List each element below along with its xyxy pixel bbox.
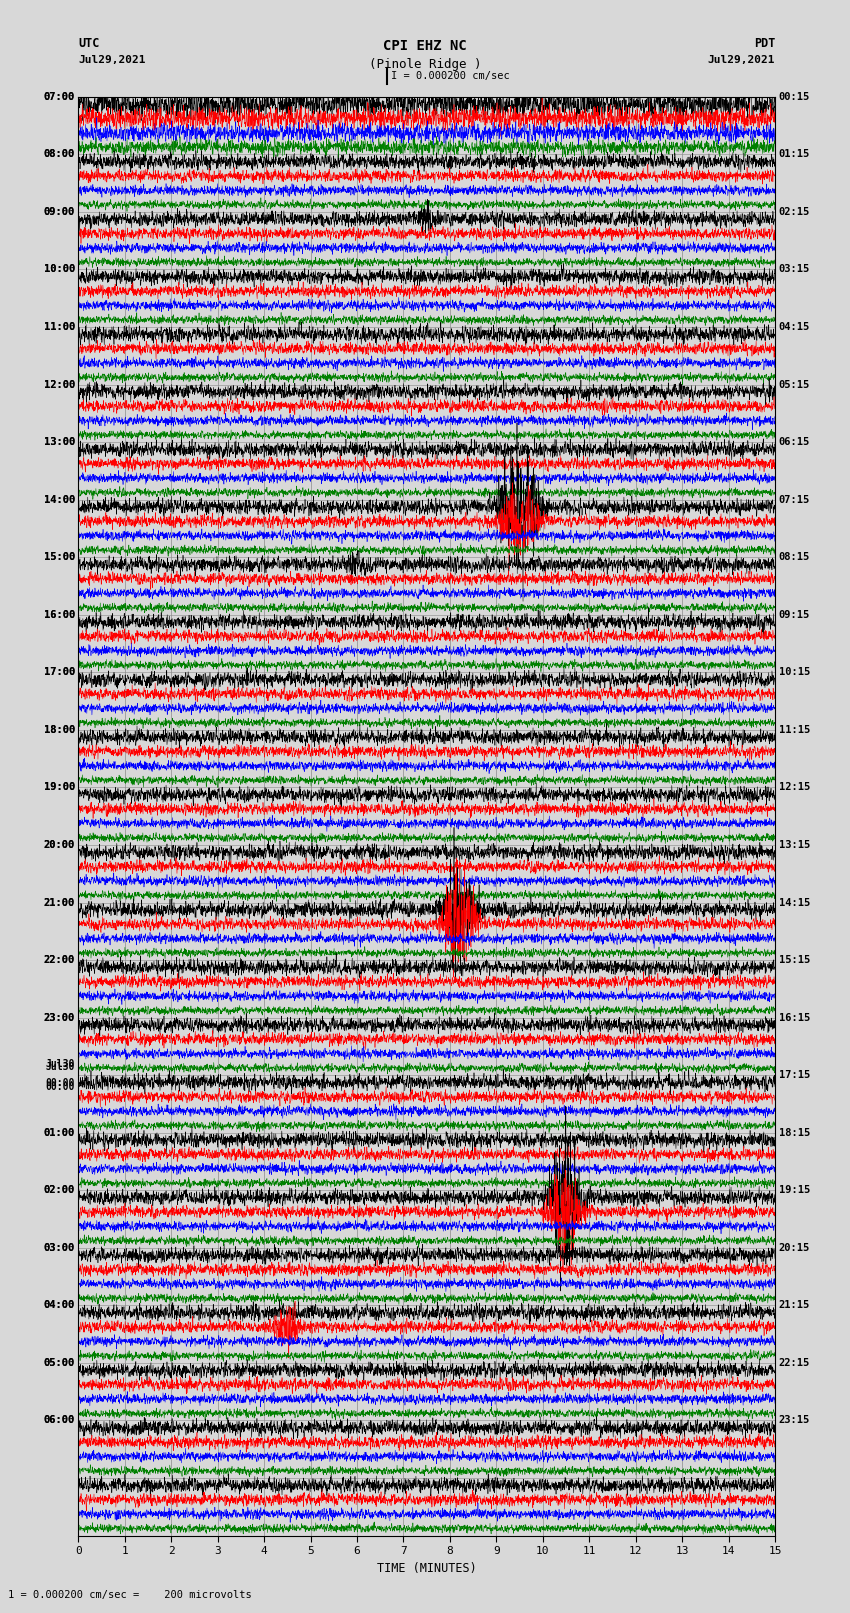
Text: 07:15: 07:15 — [779, 495, 810, 505]
Text: 11:00: 11:00 — [43, 323, 75, 332]
Text: 20:00: 20:00 — [43, 840, 75, 850]
Text: 11:15: 11:15 — [779, 724, 810, 736]
Text: UTC: UTC — [78, 37, 99, 50]
Text: 1 = 0.000200 cm/sec =    200 microvolts: 1 = 0.000200 cm/sec = 200 microvolts — [8, 1590, 252, 1600]
Text: 14:00: 14:00 — [43, 495, 75, 505]
Text: Jul29,2021: Jul29,2021 — [78, 55, 145, 65]
Text: 13:15: 13:15 — [779, 840, 810, 850]
Text: 06:00: 06:00 — [43, 1416, 75, 1426]
Text: 05:15: 05:15 — [779, 379, 810, 389]
Text: 16:15: 16:15 — [779, 1013, 810, 1023]
Text: 21:15: 21:15 — [779, 1300, 810, 1310]
Text: 17:00: 17:00 — [43, 668, 75, 677]
Text: 03:00: 03:00 — [43, 1244, 75, 1253]
Text: 03:00: 03:00 — [43, 1244, 75, 1253]
Text: 09:15: 09:15 — [779, 610, 810, 619]
Text: Jul29,2021: Jul29,2021 — [708, 55, 775, 65]
Text: (Pinole Ridge ): (Pinole Ridge ) — [369, 58, 481, 71]
Text: PDT: PDT — [754, 37, 775, 50]
Text: 17:15: 17:15 — [779, 1069, 810, 1081]
Text: 02:00: 02:00 — [43, 1186, 75, 1195]
Text: 09:00: 09:00 — [43, 206, 75, 216]
Text: 01:15: 01:15 — [779, 150, 810, 160]
Text: 16:00: 16:00 — [43, 610, 75, 619]
Text: 13:00: 13:00 — [43, 437, 75, 447]
Text: Jul30: Jul30 — [45, 1058, 75, 1069]
Text: 08:00: 08:00 — [43, 150, 75, 160]
Text: 16:00: 16:00 — [43, 610, 75, 619]
Text: 22:00: 22:00 — [43, 955, 75, 965]
Text: 03:15: 03:15 — [779, 265, 810, 274]
Text: 11:00: 11:00 — [43, 323, 75, 332]
Text: Jul30: Jul30 — [45, 1061, 75, 1073]
Text: 23:15: 23:15 — [779, 1416, 810, 1426]
Text: 00:00: 00:00 — [45, 1082, 75, 1092]
Text: 19:15: 19:15 — [779, 1186, 810, 1195]
Text: 13:00: 13:00 — [43, 437, 75, 447]
Text: 22:00: 22:00 — [43, 955, 75, 965]
Text: 05:00: 05:00 — [43, 1358, 75, 1368]
Text: 23:00: 23:00 — [43, 1013, 75, 1023]
Text: 20:15: 20:15 — [779, 1244, 810, 1253]
Text: 21:00: 21:00 — [43, 897, 75, 908]
Text: 08:15: 08:15 — [779, 552, 810, 563]
Text: 21:00: 21:00 — [43, 897, 75, 908]
Text: 12:00: 12:00 — [43, 379, 75, 389]
Text: 04:15: 04:15 — [779, 323, 810, 332]
Text: 07:00: 07:00 — [43, 92, 75, 102]
X-axis label: TIME (MINUTES): TIME (MINUTES) — [377, 1561, 477, 1574]
Text: 10:15: 10:15 — [779, 668, 810, 677]
Text: 01:00: 01:00 — [43, 1127, 75, 1137]
Text: 04:00: 04:00 — [43, 1300, 75, 1310]
Text: 20:00: 20:00 — [43, 840, 75, 850]
Text: 22:15: 22:15 — [779, 1358, 810, 1368]
Text: 06:00: 06:00 — [43, 1416, 75, 1426]
Text: 23:00: 23:00 — [43, 1013, 75, 1023]
Text: 07:00: 07:00 — [43, 92, 75, 102]
Text: 18:15: 18:15 — [779, 1127, 810, 1137]
Text: 14:15: 14:15 — [779, 897, 810, 908]
Text: I = 0.000200 cm/sec: I = 0.000200 cm/sec — [391, 71, 510, 81]
Text: CPI EHZ NC: CPI EHZ NC — [383, 39, 467, 53]
Text: 18:00: 18:00 — [43, 724, 75, 736]
Text: 18:00: 18:00 — [43, 724, 75, 736]
Text: 15:15: 15:15 — [779, 955, 810, 965]
Text: 02:00: 02:00 — [43, 1186, 75, 1195]
Text: 00:00: 00:00 — [45, 1079, 75, 1089]
Text: 15:00: 15:00 — [43, 552, 75, 563]
Text: 14:00: 14:00 — [43, 495, 75, 505]
Text: 04:00: 04:00 — [43, 1300, 75, 1310]
Text: 10:00: 10:00 — [43, 265, 75, 274]
Text: 10:00: 10:00 — [43, 265, 75, 274]
Text: 06:15: 06:15 — [779, 437, 810, 447]
Text: 08:00: 08:00 — [43, 150, 75, 160]
Text: 09:00: 09:00 — [43, 206, 75, 216]
Text: 12:00: 12:00 — [43, 379, 75, 389]
Text: 12:15: 12:15 — [779, 782, 810, 792]
Text: 01:00: 01:00 — [43, 1127, 75, 1137]
Text: 15:00: 15:00 — [43, 552, 75, 563]
Text: 19:00: 19:00 — [43, 782, 75, 792]
Text: 19:00: 19:00 — [43, 782, 75, 792]
Text: 00:15: 00:15 — [779, 92, 810, 102]
Text: 02:15: 02:15 — [779, 206, 810, 216]
Text: 05:00: 05:00 — [43, 1358, 75, 1368]
Text: 17:00: 17:00 — [43, 668, 75, 677]
